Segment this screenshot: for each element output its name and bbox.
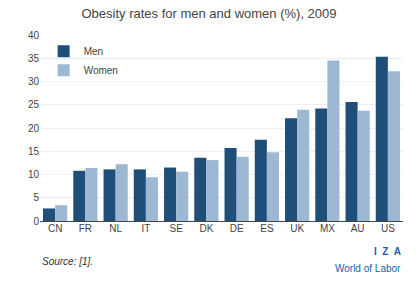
svg-text:15: 15 bbox=[28, 146, 40, 157]
svg-text:30: 30 bbox=[28, 76, 40, 87]
svg-text:Obesity rates for men and wome: Obesity rates for men and women (%), 200… bbox=[81, 6, 336, 21]
svg-text:MX: MX bbox=[320, 223, 335, 234]
svg-text:20: 20 bbox=[28, 123, 40, 134]
svg-text:NL: NL bbox=[109, 223, 122, 234]
svg-text:IT: IT bbox=[141, 223, 150, 234]
svg-text:World of Labor: World of Labor bbox=[335, 263, 401, 274]
svg-text:SE: SE bbox=[169, 223, 183, 234]
svg-text:Men: Men bbox=[84, 46, 103, 57]
svg-text:US: US bbox=[381, 223, 395, 234]
svg-text:DE: DE bbox=[230, 223, 244, 234]
svg-text:DK: DK bbox=[199, 223, 213, 234]
svg-text:ES: ES bbox=[260, 223, 274, 234]
svg-text:UK: UK bbox=[290, 223, 304, 234]
svg-text:40: 40 bbox=[28, 30, 40, 41]
svg-text:AU: AU bbox=[351, 223, 365, 234]
svg-text:FR: FR bbox=[79, 223, 92, 234]
svg-text:Women: Women bbox=[84, 65, 118, 76]
svg-text:35: 35 bbox=[28, 53, 40, 64]
svg-text:CN: CN bbox=[48, 223, 62, 234]
svg-text:10: 10 bbox=[28, 169, 40, 180]
svg-text:5: 5 bbox=[33, 192, 39, 203]
svg-text:0: 0 bbox=[33, 216, 39, 227]
svg-text:25: 25 bbox=[28, 99, 40, 110]
svg-text:I Z A: I Z A bbox=[374, 246, 401, 257]
svg-text:Source: [1].: Source: [1]. bbox=[42, 256, 93, 267]
